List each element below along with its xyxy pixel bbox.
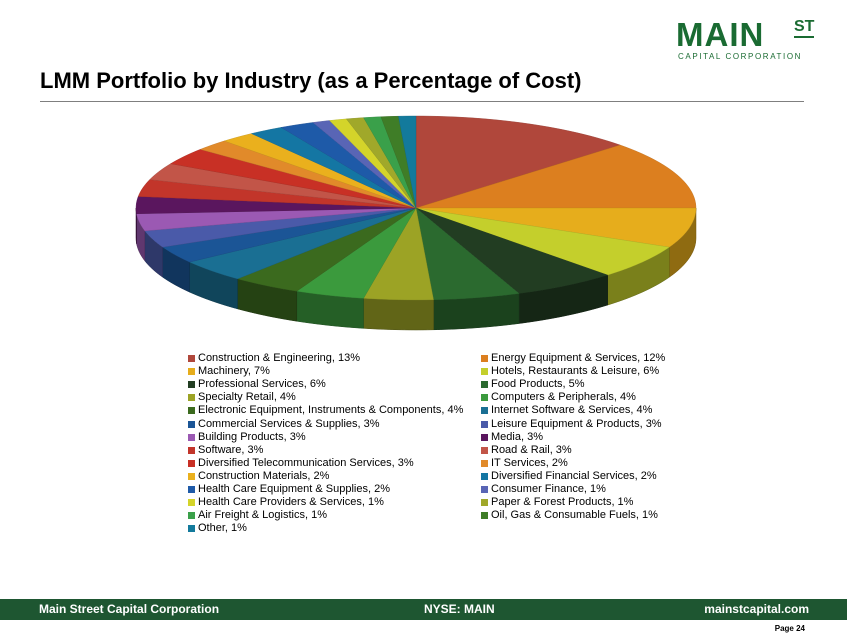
pie-slice-16: [149, 163, 417, 209]
pie-slice-19: [223, 133, 417, 209]
legend-label: Building Products, 3%: [198, 430, 306, 443]
pie-side-7: [363, 298, 434, 331]
legend-label: Electronic Equipment, Instruments & Comp…: [198, 404, 464, 417]
legend-swatch: [481, 368, 488, 376]
legend-label: Professional Services, 6%: [198, 378, 326, 391]
legend-label: Hotels, Restaurants & Leisure, 6%: [491, 365, 660, 378]
legend-swatch: [188, 499, 195, 507]
legend-swatch: [481, 407, 488, 415]
logo-st-underline: [794, 36, 814, 38]
logo-st: ST: [794, 18, 815, 35]
legend-label: Diversified Financial Services, 2%: [491, 469, 657, 482]
legend-swatch: [188, 368, 195, 376]
legend-swatch: [481, 472, 488, 480]
legend-label: Computers & Peripherals, 4%: [491, 391, 636, 404]
page-title: LMM Portfolio by Industry (as a Percenta…: [40, 68, 582, 93]
footer-bar: Main Street Capital Corporation NYSE: MA…: [0, 599, 847, 620]
pie-slice-3: [415, 207, 697, 248]
legend-label: Specialty Retail, 4%: [198, 391, 296, 404]
legend-swatch: [188, 355, 195, 362]
legend-swatch: [481, 499, 488, 507]
legend-swatch: [188, 407, 195, 415]
pie-chart: [135, 115, 697, 331]
legend-swatch: [188, 459, 195, 467]
legend-label: Food Products, 5%: [491, 378, 585, 391]
pie-slice-11: [162, 207, 417, 263]
legend-label: Health Care Equipment & Supplies, 2%: [198, 483, 390, 495]
legend-label: Construction & Engineering, 13%: [198, 352, 361, 364]
pie-slice-10: [188, 207, 417, 280]
legend-swatch: [188, 486, 195, 493]
pie-slice-5: [415, 207, 609, 294]
legend-label: Construction Materials, 2%: [198, 469, 330, 482]
pie-slice-4: [415, 207, 670, 276]
legend-label: Oil, Gas & Consumable Fuels, 1%: [491, 509, 658, 522]
legend-label: Machinery, 7%: [198, 365, 270, 378]
pie-slice-17: [170, 149, 417, 209]
legend-label: Commercial Services & Supplies, 3%: [198, 417, 380, 430]
legend-swatch: [481, 433, 488, 441]
legend-label: Road & Rail, 3%: [491, 443, 572, 456]
legend-swatch: [188, 525, 195, 533]
legend-swatch: [188, 446, 195, 454]
pie-slice-8: [296, 207, 417, 299]
pie-slice-1: [415, 115, 621, 209]
logo-wordmark: MAIN: [676, 16, 765, 53]
legend-label: Air Freight & Logistics, 1%: [198, 509, 327, 522]
footer-website: mainstcapital.com: [704, 602, 809, 616]
legend-swatch: [481, 381, 488, 389]
legend-label: Media, 3%: [491, 430, 543, 443]
legend-swatch: [188, 512, 195, 520]
legend-label: Internet Software & Services, 4%: [491, 404, 653, 417]
legend-label: IT Services, 2%: [491, 456, 568, 469]
page-number: Page 24: [774, 624, 805, 633]
legend-label: Other, 1%: [198, 522, 247, 535]
pie-slice-14: [135, 196, 417, 214]
logo-subtitle: CAPITAL CORPORATION: [678, 52, 803, 61]
pie-slice-27: [398, 115, 417, 209]
legend-swatch: [188, 420, 195, 428]
pie-slice-21: [280, 122, 417, 209]
legend-swatch: [481, 420, 488, 428]
footer-company: Main Street Capital Corporation: [39, 602, 220, 616]
legend-label: Energy Equipment & Services, 12%: [491, 352, 666, 364]
pie-slice-2: [415, 144, 697, 209]
legend-swatch: [188, 381, 195, 389]
pie-slice-15: [137, 179, 417, 209]
pie-slice-12: [144, 207, 417, 248]
legend-label: Health Care Providers & Services, 1%: [198, 496, 384, 509]
legend-label: Consumer Finance, 1%: [491, 483, 606, 495]
legend-swatch: [481, 446, 488, 454]
legend-swatch: [481, 486, 488, 493]
pie-slice-7: [363, 207, 434, 301]
pie-slice-9: [236, 207, 417, 292]
footer-ticker: NYSE: MAIN: [424, 602, 495, 616]
title-divider: [40, 101, 804, 102]
legend-label: Paper & Forest Products, 1%: [491, 496, 634, 509]
legend-swatch: [188, 472, 195, 480]
legend-swatch: [188, 433, 195, 441]
legend-label: Software, 3%: [198, 443, 264, 456]
legend-swatch: [481, 459, 488, 467]
pie-slice-20: [250, 127, 417, 209]
pie-slice-18: [199, 140, 417, 209]
pie-slice-13: [136, 207, 417, 232]
legend-swatch: [481, 512, 488, 520]
main-street-logo: MAIN ST CAPITAL CORPORATION: [676, 16, 826, 61]
pie-slice-6: [415, 207, 520, 301]
legend-swatch: [481, 394, 488, 402]
legend-label: Leisure Equipment & Products, 3%: [491, 417, 662, 430]
legend-label: Diversified Telecommunication Services, …: [198, 456, 414, 469]
legend-swatch: [188, 394, 195, 402]
legend-swatch: [481, 355, 488, 362]
